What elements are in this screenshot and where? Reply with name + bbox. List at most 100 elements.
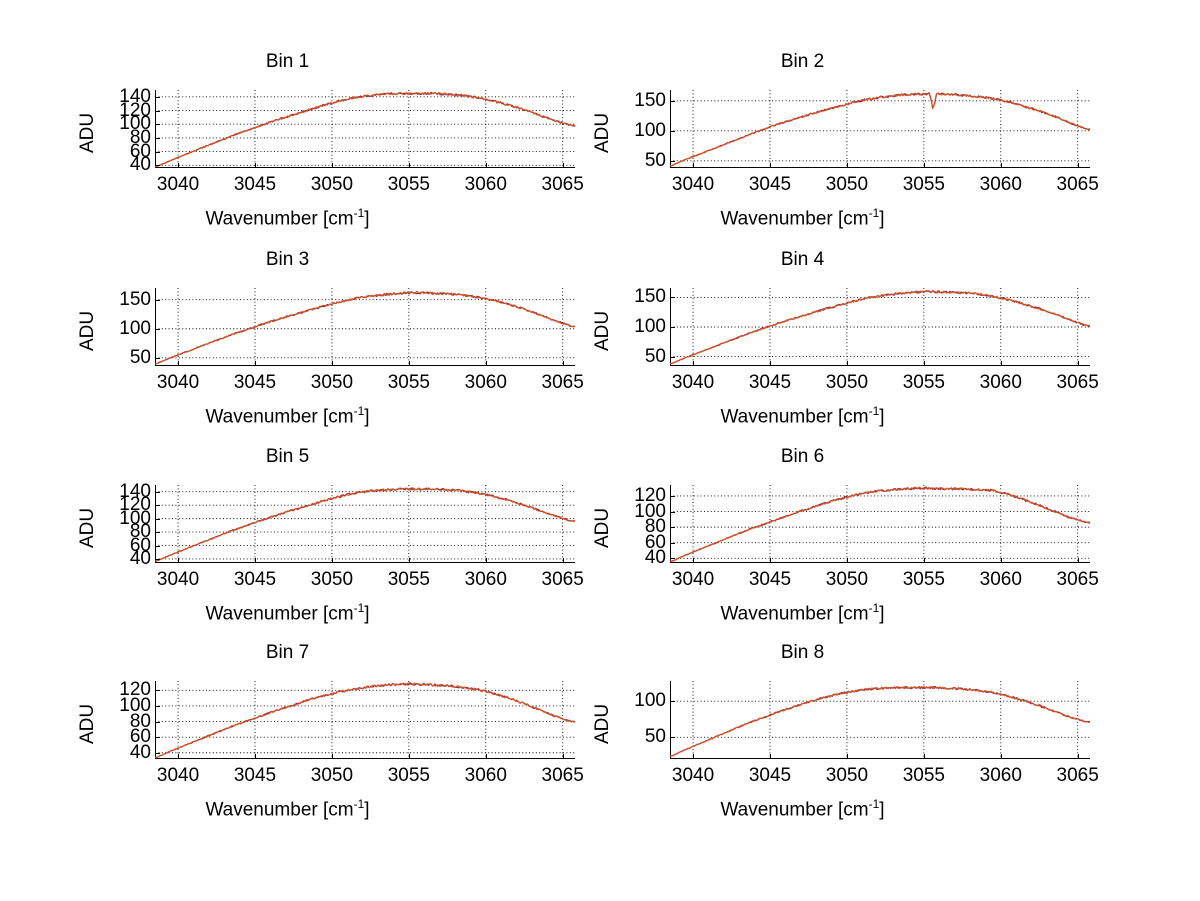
x-tickmark (331, 754, 333, 759)
plot-area-4 (670, 288, 1090, 366)
y-tickmark (670, 701, 675, 703)
y-tickmark (155, 165, 160, 167)
x-tick-label: 3065 (1056, 174, 1099, 195)
x-axis-label-2: Wavenumber [cm-1] (720, 206, 885, 230)
plot-area-3 (155, 288, 575, 366)
x-tick-label: 3065 (541, 372, 584, 393)
unit-exponent: -1 (868, 601, 880, 615)
y-tick-label: 150 (119, 288, 151, 310)
y-tickmark (155, 752, 160, 754)
x-tickmark (1077, 361, 1079, 366)
y-axis-label-2: ADU (592, 112, 613, 153)
x-tick-label: 3045 (233, 174, 277, 195)
x-tickmark (178, 754, 180, 759)
x-tick-label: 3045 (233, 765, 277, 786)
x-tick-label: 3055 (387, 372, 430, 393)
x-tick-label: 3045 (748, 569, 792, 590)
subplot-panel-6: Bin 6 3040 3045 3050 3055 3060 3065 40 60 80 100 12… (515, 447, 1115, 647)
x-axis-label-7: Wavenumber [cm-1] (205, 797, 370, 821)
subplot-panel-5: Bin 5 3040 3045 3050 3055 3060 3065 40 60 80 100 12… (0, 447, 600, 647)
subplot-title-1: Bin 1 (265, 51, 310, 72)
x-tick-label: 3040 (156, 372, 200, 393)
x-tick-label: 3045 (748, 765, 792, 786)
series-line-spectrum-8 (669, 686, 1091, 757)
x-axis-label-3: Wavenumber [cm-1] (205, 404, 370, 428)
y-tickmark (155, 705, 160, 707)
unit-exponent: -1 (353, 797, 365, 811)
x-tickmark (1000, 754, 1002, 759)
plot-area-1 (155, 90, 575, 168)
unit-exponent: -1 (353, 601, 365, 615)
y-tickmark (670, 356, 675, 358)
x-tickmark (1077, 754, 1079, 759)
x-tickmark (178, 163, 180, 168)
plot-graphics-3 (154, 288, 576, 366)
y-axis-label-1: ADU (77, 112, 98, 153)
unit-exponent: -1 (868, 797, 880, 811)
x-tick-label: 3045 (233, 569, 277, 590)
x-tick-label: 3065 (1056, 372, 1099, 393)
y-tick-label: 40 (129, 154, 151, 176)
x-tickmark (178, 361, 180, 366)
y-tickmark (670, 527, 675, 529)
x-axis-label-4: Wavenumber [cm-1] (720, 404, 885, 428)
x-tick-label: 3065 (541, 569, 584, 590)
y-tick-label: 100 (634, 119, 666, 141)
y-tick-label: 40 (129, 547, 151, 569)
grid-lines-3 (155, 288, 575, 366)
y-tickmark (155, 558, 160, 560)
grid-lines-8 (670, 681, 1090, 759)
y-axis-label-6: ADU (592, 507, 613, 548)
x-tick-label: 3055 (902, 372, 945, 393)
x-axis-label-6: Wavenumber [cm-1] (720, 601, 885, 625)
x-tick-label: 3040 (156, 765, 200, 786)
x-tickmark (485, 361, 487, 366)
x-tick-label: 3065 (1056, 569, 1099, 590)
y-tickmark (670, 495, 675, 497)
x-tickmark (255, 754, 256, 759)
x-tick-label: 3050 (825, 174, 869, 195)
y-tick-label: 150 (634, 286, 666, 308)
x-tickmark (846, 361, 848, 366)
x-tick-label: 3055 (902, 569, 945, 590)
y-tickmark (155, 491, 160, 493)
y-tickmark (670, 558, 675, 560)
subplot-title-2: Bin 2 (780, 51, 825, 72)
x-tick-label: 3050 (310, 569, 354, 590)
x-tick-label: 3060 (979, 765, 1022, 786)
y-tickmark (155, 96, 160, 98)
series-line-spectrum-3 (154, 291, 576, 365)
y-tick-label: 40 (644, 547, 666, 569)
x-tickmark (255, 361, 256, 366)
y-tickmark (670, 542, 675, 544)
x-tickmark (770, 163, 771, 168)
series-line-spectrum-7 (154, 682, 576, 759)
y-tick-label: 150 (634, 89, 666, 111)
plot-area-8 (670, 681, 1090, 759)
x-tickmark (562, 558, 564, 563)
x-tickmark (770, 558, 771, 563)
x-tick-label: 3060 (464, 765, 507, 786)
x-tick-label: 3065 (541, 174, 584, 195)
y-tick-label: 140 (119, 85, 151, 107)
plot-area-6 (670, 485, 1090, 563)
x-tickmark (1000, 361, 1002, 366)
x-tickmark (485, 754, 487, 759)
y-tickmark (155, 690, 160, 692)
x-tickmark (562, 754, 564, 759)
y-tickmark (155, 545, 160, 547)
series-line-spectrum-2 (669, 92, 1091, 167)
y-tick-label: 100 (634, 316, 666, 337)
x-tick-label: 3055 (387, 569, 430, 590)
x-tick-label: 3055 (902, 174, 945, 195)
subplot-title-7: Bin 7 (265, 642, 310, 663)
plot-graphics-2 (669, 90, 1091, 168)
x-tick-label: 3045 (233, 372, 277, 393)
x-tick-label: 3045 (748, 372, 792, 393)
y-tick-label: 60 (129, 534, 151, 556)
x-tickmark (331, 558, 333, 563)
y-tickmark (670, 130, 675, 132)
subplot-panel-8: Bin 8 3040 3045 3050 3055 3060 3065 50 100 ADU Wav… (515, 643, 1115, 843)
y-tick-label: 100 (119, 317, 151, 339)
